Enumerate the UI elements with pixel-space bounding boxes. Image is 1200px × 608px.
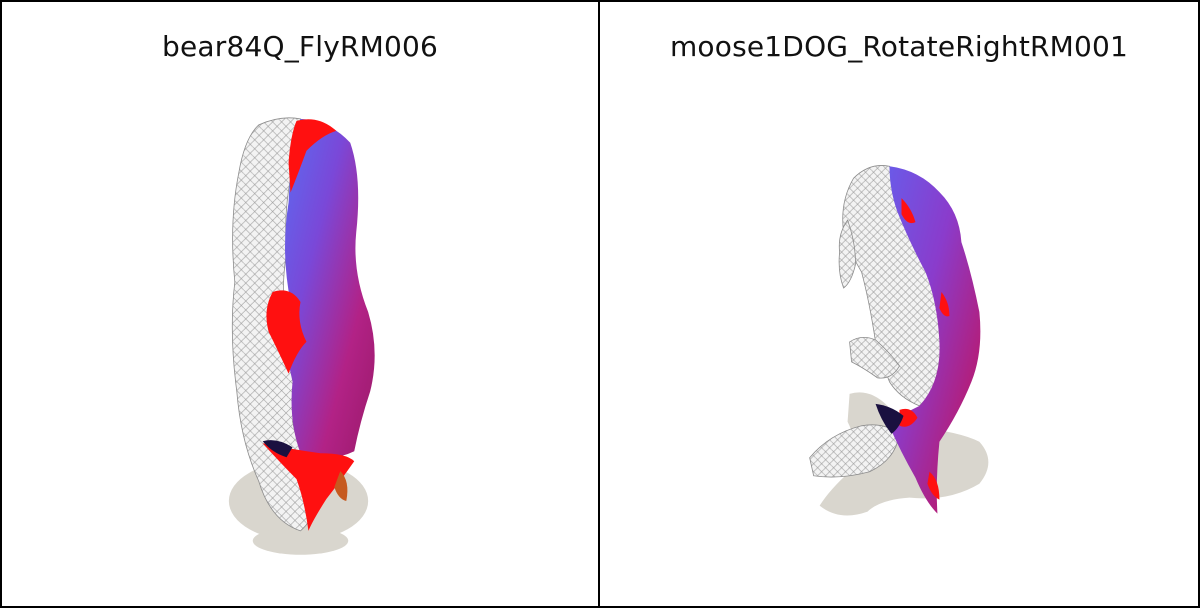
bear-orange-tint [334,471,348,502]
right-panel: moose1DOG_RotateRightRM001 [600,2,1198,606]
left-panel: bear84Q_FlyRM006 [2,2,600,606]
bear-red-highlights [262,119,355,531]
moose-colored-surface [887,166,981,514]
moose-render [809,165,989,516]
right-panel-title: moose1DOG_RotateRightRM001 [669,30,1129,63]
bear-render [228,117,375,555]
left-panel-title: bear84Q_FlyRM006 [161,30,439,63]
moose-red-highlights [899,198,950,500]
moose-mesh-leg [849,337,900,379]
bear-colored-surface [285,118,375,458]
moose-dark-fin [875,403,904,434]
bear-dark-patch [262,440,293,458]
moose-mesh-antler [838,219,856,289]
